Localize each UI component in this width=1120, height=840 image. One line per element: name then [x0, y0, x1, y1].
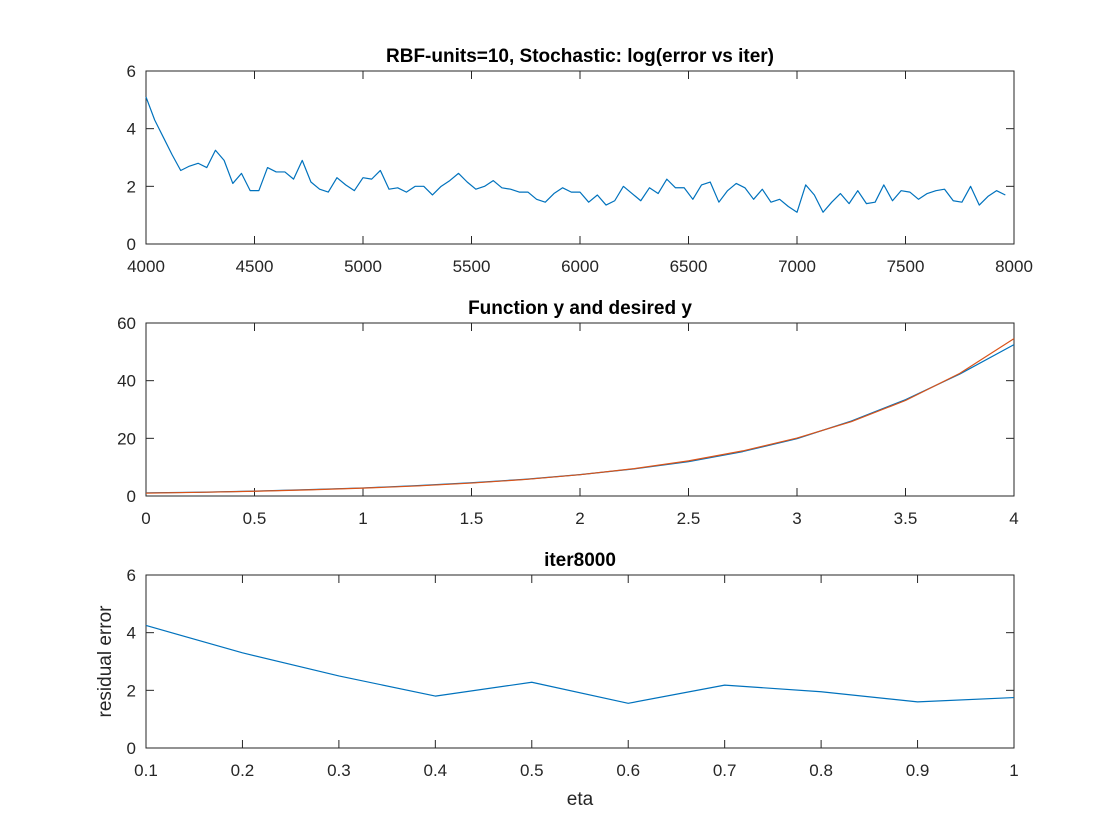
y-tick-label: 40: [117, 372, 136, 391]
y-tick-label: 2: [127, 177, 136, 196]
y-tick-label: 0: [127, 235, 136, 254]
x-tick-label: 4500: [236, 257, 274, 276]
x-tick-label: 0.5: [520, 761, 544, 780]
plot-area: [145, 322, 1015, 497]
plot-area: [145, 70, 1015, 245]
series-line-2: [145, 338, 1015, 494]
y-tick-label: 4: [127, 120, 136, 139]
x-tick-label: 1: [1009, 761, 1018, 780]
x-tick-label: 8000: [995, 257, 1033, 276]
x-tick-label: 0.3: [327, 761, 351, 780]
y-tick-label: 2: [127, 681, 136, 700]
y-tick-label: 6: [127, 566, 136, 585]
x-tick-label: 0.8: [809, 761, 833, 780]
x-axis-label: eta: [567, 789, 594, 810]
subplot-residual-error: 0.1 0.2 0.3 0.4 0.5 0.6 0.7 0.8 0.9 1 0 2 4 6 iter8000…: [95, 550, 1019, 810]
y-axis-label: residual error: [95, 605, 116, 718]
chart-title: RBF-units=10, Stochastic: log(error vs i…: [386, 46, 774, 67]
x-tick-label: 0.5: [243, 509, 267, 528]
x-tick-label: 6000: [561, 257, 599, 276]
x-tick-label: 1: [358, 509, 367, 528]
series-line-1: [145, 96, 1006, 213]
x-tick-label: 5500: [453, 257, 491, 276]
x-tick-label: 0.6: [616, 761, 640, 780]
x-tick-label: 2: [575, 509, 584, 528]
subplot-error-vs-iter: 4000 4500 5000 5500 6000 6500 7000 7500 8000 0 2 4 6…: [127, 46, 1033, 276]
x-tick-label: 0.9: [906, 761, 930, 780]
chart-title: iter8000: [544, 550, 616, 571]
x-tick-label: 0: [141, 509, 150, 528]
y-tick-label: 60: [117, 314, 136, 333]
x-tick-label: 4: [1009, 509, 1018, 528]
y-tick-label: 20: [117, 429, 136, 448]
x-tick-label: 0.4: [424, 761, 448, 780]
x-tick-label: 5000: [344, 257, 382, 276]
x-tick-label: 0.1: [134, 761, 158, 780]
series-line-1: [145, 624, 1015, 704]
x-tick-label: 2.5: [677, 509, 701, 528]
chart-title: Function y and desired y: [468, 298, 692, 319]
x-tick-label: 0.7: [713, 761, 737, 780]
x-tick-label: 7500: [887, 257, 925, 276]
y-tick-label: 0: [127, 739, 136, 758]
x-tick-label: 6500: [670, 257, 708, 276]
y-tick-label: 4: [127, 624, 136, 643]
x-tick-label: 3.5: [894, 509, 918, 528]
plot-area: [145, 574, 1015, 749]
y-tick-label: 0: [127, 487, 136, 506]
x-tick-label: 3: [792, 509, 801, 528]
y-tick-label: 6: [127, 62, 136, 81]
x-tick-label: 0.2: [231, 761, 255, 780]
x-tick-label: 1.5: [460, 509, 484, 528]
x-tick-label: 7000: [778, 257, 816, 276]
x-tick-label: 4000: [127, 257, 165, 276]
